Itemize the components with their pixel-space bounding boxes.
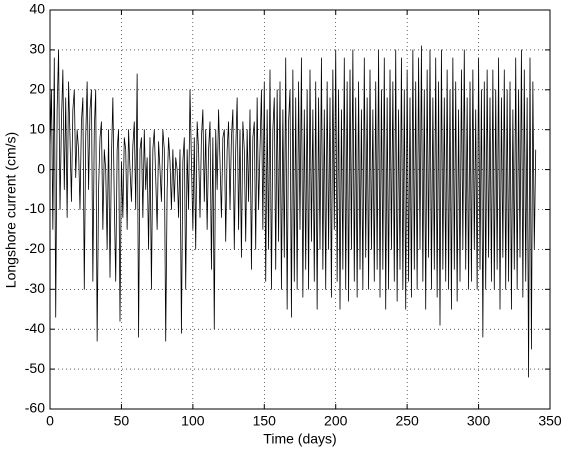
x-tick-label: 300 — [467, 413, 491, 429]
y-tick-label: -40 — [25, 320, 45, 336]
y-axis-label: Longshore current (cm/s) — [3, 132, 19, 288]
y-tick-label: -50 — [25, 360, 45, 376]
y-tick-label: 20 — [29, 81, 45, 97]
x-tick-label: 100 — [181, 413, 205, 429]
x-tick-label: 0 — [46, 413, 54, 429]
y-tick-label: 10 — [29, 120, 45, 136]
y-tick-label: -30 — [25, 280, 45, 296]
x-tick-label: 350 — [538, 413, 562, 429]
x-tick-label: 250 — [395, 413, 419, 429]
x-tick-label: 150 — [253, 413, 277, 429]
y-tick-label: -60 — [25, 400, 45, 416]
y-tick-label: 40 — [29, 1, 45, 17]
y-tick-label: -10 — [25, 200, 45, 216]
y-tick-label: 0 — [37, 160, 45, 176]
y-tick-label: -20 — [25, 240, 45, 256]
x-tick-label: 50 — [114, 413, 130, 429]
x-tick-label: 200 — [324, 413, 348, 429]
data-line — [49, 45, 537, 378]
x-axis-label: Time (days) — [263, 431, 336, 447]
y-tick-label: 30 — [29, 41, 45, 57]
plot-frame — [49, 9, 551, 410]
